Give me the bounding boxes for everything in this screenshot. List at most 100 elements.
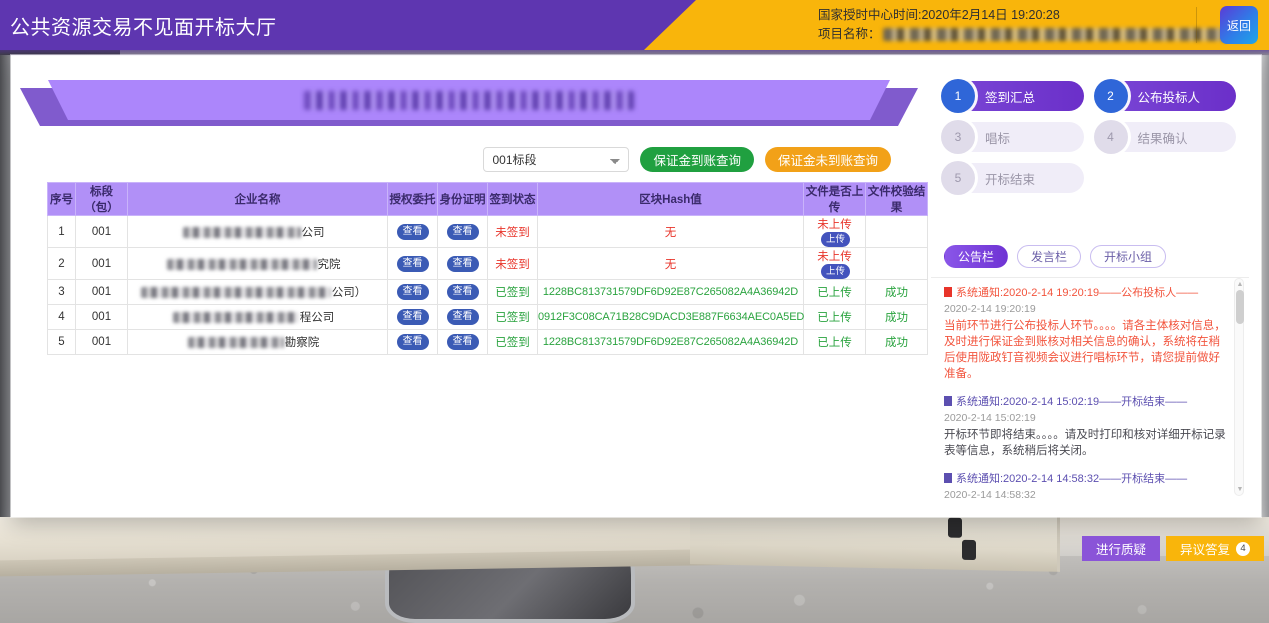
company-name-suffix: 公司 — [301, 226, 325, 239]
verify-result-badge: 成功 — [885, 312, 908, 324]
table-header-cell: 序号 — [47, 182, 76, 216]
notice-item: 系统通知:2020-2-14 14:58:32——开标结束—— 2020-2-14… — [944, 470, 1231, 504]
table-row: 5 001 勘察院 查看 查看 已签到 1228BC813731579DF6D92E87C2… — [47, 329, 928, 355]
table-row: 3 001 公司） 查看 查看 已签到 1228BC813731579DF6D92E87C2… — [47, 279, 928, 305]
notice-timestamp: 2020-2-14 19:20:19 — [944, 303, 1036, 315]
row-upload-status: 未上传上传 — [803, 215, 866, 248]
row-sign-status: 已签到 — [487, 279, 538, 305]
table-row: 1 001 公司 查看 查看 未签到 无 未上传上传 — [47, 215, 928, 248]
company-name-redacted — [166, 258, 317, 270]
back-button[interactable]: 返回 — [1220, 6, 1258, 44]
notice-flag-icon — [944, 396, 952, 406]
table-header-cell: 授权委托 — [387, 182, 438, 216]
raise-challenge-button[interactable]: 进行质疑 — [1082, 536, 1161, 561]
table-header-row: 序号 标段（包） 企业名称 授权委托 身份证明 签到状态 区块Hash值 文件是否上传 文件校验… — [47, 182, 928, 216]
block-hash-value: 1228BC813731579DF6D92E87C265082A4A36942D — [542, 336, 799, 348]
process-step-2[interactable]: 2 公布投标人 — [1093, 79, 1236, 113]
table-header-cell: 签到状态 — [487, 182, 538, 216]
notice-tab-2[interactable]: 开标小组 — [1090, 245, 1167, 268]
objection-reply-badge: 4 — [1236, 541, 1251, 556]
notice-scrollbar[interactable]: ▲ ▼ — [1234, 278, 1244, 496]
company-name-redacted — [187, 337, 284, 349]
scroll-down-arrow-icon[interactable]: ▼ — [1236, 486, 1244, 493]
row-block-hash: 1228BC813731579DF6D92E87C265082A4A36942D — [537, 279, 804, 305]
process-step-1[interactable]: 1 签到汇总 — [941, 79, 1084, 113]
row-sign-status: 已签到 — [487, 304, 538, 330]
view-authorization-button[interactable]: 查看 — [396, 255, 429, 272]
deposit-paid-query-button[interactable]: 保证金到账查询 — [640, 147, 754, 172]
lot-select[interactable]: 001标段 — [483, 147, 630, 172]
view-id-proof-button[interactable]: 查看 — [446, 284, 479, 300]
objection-reply-button[interactable]: 异议答复 4 — [1166, 536, 1265, 561]
monitor-bezel-left — [0, 55, 11, 517]
notice-head: 系统通知:2020-2-14 14:58:32——开标结束—— — [944, 470, 1231, 486]
ribbon-title-redacted — [304, 90, 634, 110]
bottom-action-bar: 进行质疑 异议答复 4 — [1082, 536, 1265, 561]
notice-panel: 公告栏 发言栏 开标小组 系统通知:2020-2-14 19:20:19——公布投标… — [931, 234, 1249, 504]
row-verify-result: 成功 — [865, 329, 928, 355]
row-authorization-cell: 查看 — [387, 329, 438, 355]
view-authorization-button[interactable]: 查看 — [396, 309, 429, 325]
project-ribbon — [20, 68, 918, 126]
server-time-value: 2020年2月14日 19:20:28 — [921, 8, 1060, 22]
deposit-unpaid-query-button[interactable]: 保证金未到账查询 — [764, 147, 891, 172]
scrollbar-thumb[interactable] — [1236, 290, 1244, 324]
company-name-redacted — [172, 312, 299, 324]
view-id-proof-button[interactable]: 查看 — [446, 223, 479, 240]
row-company-name: 公司 — [127, 215, 388, 248]
row-lot: 001 — [75, 304, 128, 330]
row-id-proof-cell: 查看 — [437, 304, 488, 330]
table-row: 4 001 程公司 查看 查看 已签到 0912F3C08CA71B28C9DACD3E88… — [47, 304, 928, 330]
sign-status-badge: 未签到 — [495, 258, 530, 271]
notice-list[interactable]: 系统通知:2020-2-14 19:20:19——公布投标人—— 2020-2-1… — [931, 284, 1249, 504]
process-steps-grid: 1 签到汇总 2 公布投标人 3 唱标 4 结果确认 5 开标结束 — [941, 79, 1236, 195]
view-id-proof-button[interactable]: 查看 — [446, 334, 479, 350]
row-authorization-cell: 查看 — [387, 215, 438, 248]
cabinet-handle-icon — [962, 539, 976, 561]
table-body: 1 001 公司 查看 查看 未签到无未上传上传 2 001 究院 查看 查看 未签到无未上传上传 3 0… — [47, 215, 928, 355]
row-id-proof-cell: 查看 — [437, 329, 488, 355]
page-title: 公共资源交易不见面开标大厅 — [10, 17, 277, 39]
upload-status-badge: 已上传 — [817, 287, 852, 299]
view-authorization-button[interactable]: 查看 — [396, 334, 429, 350]
upload-status-badge: 未上传 — [817, 219, 852, 231]
notice-timestamp: 2020-2-14 15:02:19 — [944, 412, 1036, 424]
view-id-proof-button[interactable]: 查看 — [446, 309, 479, 325]
row-upload-status: 已上传 — [803, 329, 866, 355]
company-name-suffix: 程公司 — [299, 312, 335, 324]
process-step-3[interactable]: 3 唱标 — [941, 120, 1084, 154]
objection-reply-label: 异议答复 — [1180, 543, 1231, 557]
notice-tab-1[interactable]: 发言栏 — [1017, 245, 1082, 268]
row-index: 1 — [47, 215, 76, 248]
row-company-name: 勘察院 — [127, 329, 388, 355]
row-index: 3 — [47, 279, 76, 305]
sign-status-badge: 未签到 — [495, 226, 530, 239]
row-sign-status: 已签到 — [487, 329, 538, 355]
process-step-5[interactable]: 5 开标结束 — [941, 161, 1084, 195]
scroll-up-arrow-icon[interactable]: ▲ — [1236, 281, 1244, 288]
bidder-table-wrapper: 序号 标段（包） 企业名称 授权委托 身份证明 签到状态 区块Hash值 文件是否上传 文件校验… — [20, 172, 928, 355]
row-authorization-cell: 查看 — [387, 279, 438, 305]
header-divider — [1196, 7, 1197, 43]
notice-timestamp: 2020-2-14 14:58:32 — [944, 489, 1036, 501]
row-upload-status: 已上传 — [803, 279, 866, 305]
view-authorization-button[interactable]: 查看 — [396, 223, 429, 240]
notice-tab-0[interactable]: 公告栏 — [944, 245, 1009, 268]
row-upload-status: 未上传上传 — [803, 247, 866, 280]
notice-tabs: 公告栏 发言栏 开标小组 — [931, 245, 1249, 277]
process-step-4[interactable]: 4 结果确认 — [1093, 120, 1236, 154]
row-id-proof-cell: 查看 — [437, 247, 488, 280]
company-name-suffix: 究院 — [317, 258, 341, 271]
project-name-row: 项目名称： — [818, 25, 1253, 44]
company-name-redacted — [140, 287, 331, 299]
view-id-proof-button[interactable]: 查看 — [446, 255, 479, 272]
view-authorization-button[interactable]: 查看 — [396, 284, 429, 300]
notice-title: 系统通知:2020-2-14 19:20:19——公布投标人—— — [956, 287, 1199, 299]
block-hash-value: 1228BC813731579DF6D92E87C265082A4A36942D — [542, 286, 799, 298]
step-label: 结果确认 — [1137, 131, 1188, 146]
step-label: 唱标 — [985, 131, 1011, 146]
upload-file-button[interactable]: 上传 — [820, 232, 850, 247]
upload-status-badge: 已上传 — [817, 337, 852, 349]
table-header-cell: 企业名称 — [127, 182, 388, 216]
upload-file-button[interactable]: 上传 — [820, 264, 850, 279]
